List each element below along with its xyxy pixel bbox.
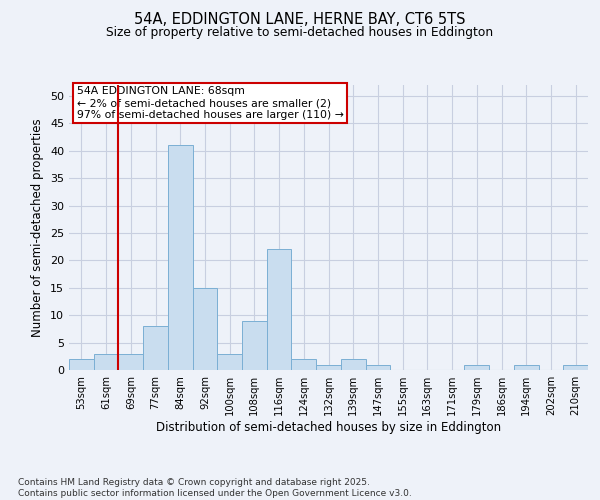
Bar [94, 354, 118, 370]
Bar [217, 354, 242, 370]
Bar [143, 326, 168, 370]
Bar [242, 320, 267, 370]
X-axis label: Distribution of semi-detached houses by size in Eddington: Distribution of semi-detached houses by … [156, 421, 501, 434]
Y-axis label: Number of semi-detached properties: Number of semi-detached properties [31, 118, 44, 337]
Text: Contains HM Land Registry data © Crown copyright and database right 2025.
Contai: Contains HM Land Registry data © Crown c… [18, 478, 412, 498]
Bar [267, 250, 292, 370]
Text: Size of property relative to semi-detached houses in Eddington: Size of property relative to semi-detach… [106, 26, 494, 39]
Bar [118, 354, 143, 370]
Bar [316, 364, 341, 370]
Bar [341, 359, 365, 370]
Bar [69, 359, 94, 370]
Bar [168, 146, 193, 370]
Bar [514, 364, 539, 370]
Bar [464, 364, 489, 370]
Bar [563, 364, 588, 370]
Bar [193, 288, 217, 370]
Text: 54A EDDINGTON LANE: 68sqm
← 2% of semi-detached houses are smaller (2)
97% of se: 54A EDDINGTON LANE: 68sqm ← 2% of semi-d… [77, 86, 344, 120]
Bar [365, 364, 390, 370]
Bar [292, 359, 316, 370]
Text: 54A, EDDINGTON LANE, HERNE BAY, CT6 5TS: 54A, EDDINGTON LANE, HERNE BAY, CT6 5TS [134, 12, 466, 28]
